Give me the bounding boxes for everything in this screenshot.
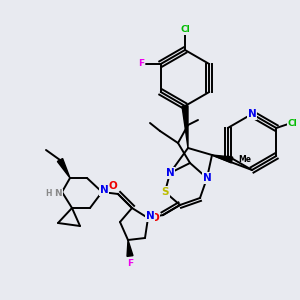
Text: H: H [46, 190, 52, 199]
Polygon shape [127, 240, 133, 256]
Text: F: F [127, 260, 133, 268]
Text: O: O [151, 213, 159, 223]
Text: N: N [146, 211, 154, 221]
Text: Me: Me [238, 155, 251, 164]
Text: N: N [100, 185, 108, 195]
Text: N: N [166, 168, 174, 178]
Text: N: N [54, 190, 62, 199]
Polygon shape [182, 106, 188, 148]
Text: N: N [202, 173, 211, 183]
Text: O: O [109, 181, 117, 191]
Polygon shape [57, 158, 70, 178]
Text: Cl: Cl [180, 26, 190, 34]
Text: N: N [248, 109, 256, 119]
Text: Cl: Cl [287, 118, 297, 127]
Text: F: F [138, 59, 144, 68]
Text: S: S [161, 187, 169, 197]
Polygon shape [212, 155, 233, 163]
